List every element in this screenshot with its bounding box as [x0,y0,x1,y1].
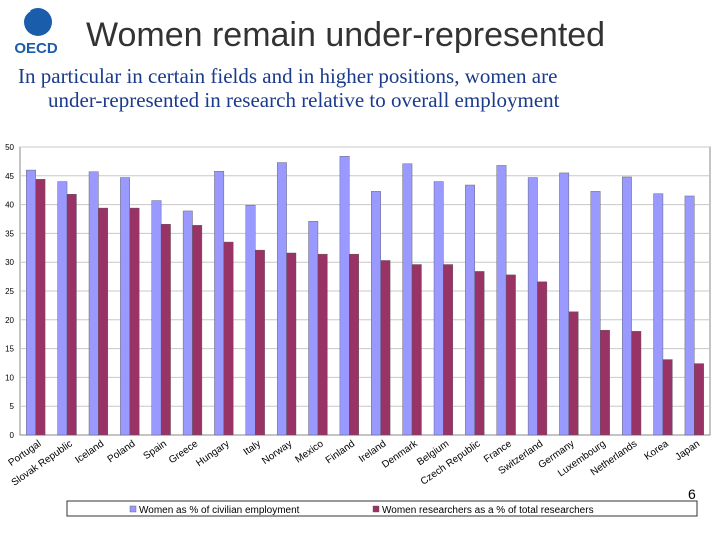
bar-employment [402,163,413,436]
bar-employment [120,177,130,436]
y-tick-label: 40 [5,201,14,210]
bar-employment [621,176,632,436]
bar-researchers [568,311,579,436]
y-tick-label: 10 [5,373,14,382]
bar-researchers [443,264,454,436]
x-tick-label: Poland [106,438,138,465]
bar-employment [465,184,475,436]
bar-researchers [129,207,140,436]
y-tick-label: 15 [5,345,14,354]
bar-employment [496,165,507,436]
bar-researchers [35,179,46,436]
bar-employment [182,210,193,436]
bar-researchers [66,194,77,436]
bar-researchers [631,331,642,436]
oecd-logo-arc-icon [21,8,31,35]
bar-researchers [474,271,485,436]
subtitle-line-1: In particular in certain fields and in h… [18,64,558,88]
bar-employment [26,169,36,436]
oecd-logo: OECD [14,8,58,56]
bar-researchers [380,260,391,436]
oecd-logo-globe-icon [24,8,52,36]
x-tick-label: Mexico [293,438,326,465]
bar-employment [151,200,162,436]
bar-employment [653,193,664,436]
bar-researchers [317,253,328,436]
x-tick-label: Finland [324,438,357,466]
bar-researchers [255,249,265,436]
bar-employment [684,195,695,436]
bar-employment [339,156,350,436]
bar-employment [433,181,444,436]
bar-employment [214,170,225,436]
x-tick-label: Japan [673,438,702,463]
bar-researchers [537,281,548,436]
x-tick-label: Spain [142,438,169,462]
x-tick-label: Italy [242,438,263,458]
x-tick-label: Hungary [194,438,231,469]
subtitle-line-2: under-represented in research relative t… [48,88,560,112]
bar-employment [245,204,256,436]
legend-box [66,500,698,517]
bar-researchers [223,241,234,436]
bar-employment [371,191,381,436]
bar-researchers [411,264,422,436]
bar-employment [559,172,570,436]
bar-employment [276,162,287,436]
x-tick-label: Norway [260,438,294,466]
y-tick-label: 50 [5,143,14,152]
bar-researchers [160,223,171,436]
x-tick-label: Korea [643,438,672,463]
bar-researchers [349,253,359,436]
bar-employment [88,171,99,436]
x-tick-label: Iceland [73,438,106,466]
bar-researchers [662,359,673,436]
y-tick-label: 5 [10,402,15,411]
bar-researchers [192,225,203,436]
y-tick-label: 20 [5,316,14,325]
bar-employment [590,191,601,436]
page-subtitle: In particular in certain fields and in h… [18,64,708,112]
bar-employment [527,177,538,436]
legend-label: Women researchers as a % of total resear… [382,505,594,516]
bar-researchers [286,252,297,436]
bar-employment [57,181,68,436]
bar-employment [308,221,319,436]
y-tick-label: 30 [5,258,14,267]
page-title: Women remain under-represented [86,16,606,54]
y-tick-label: 25 [5,287,14,296]
legend-swatch [129,505,137,513]
x-tick-label: Denmark [380,438,420,471]
bar-researchers [98,207,109,436]
bar-researchers [600,329,610,436]
y-tick-label: 35 [5,229,14,238]
legend-swatch [372,505,380,513]
bar-researchers [505,274,516,436]
legend-label: Women as % of civilian employment [139,505,300,516]
y-tick-label: 0 [10,431,15,440]
bar-researchers [694,363,704,436]
page-number: 6 [688,486,696,502]
y-tick-label: 45 [5,172,14,181]
oecd-logo-text: OECD [14,40,58,56]
